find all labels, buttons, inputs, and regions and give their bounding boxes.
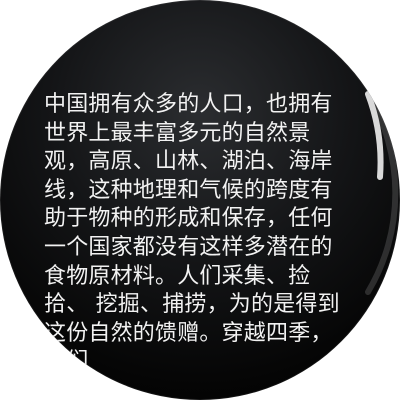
article-text[interactable]: 中国拥有众多的人口，也拥有世界上最丰富多元的自然景观，高原、山林、湖泊、海岸 线…	[44, 92, 340, 375]
scrollbar-thumb[interactable]	[365, 91, 384, 180]
scrollbar-track[interactable]	[365, 91, 399, 295]
